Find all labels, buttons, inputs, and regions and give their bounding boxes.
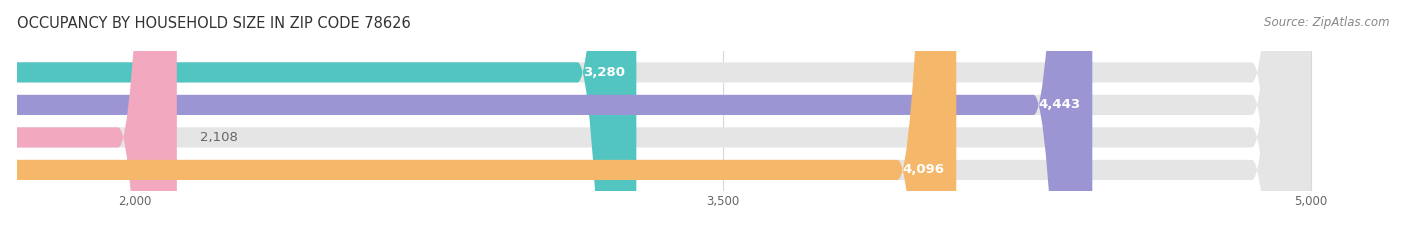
FancyBboxPatch shape — [0, 0, 1310, 233]
Text: 4,096: 4,096 — [903, 163, 945, 176]
FancyBboxPatch shape — [0, 0, 637, 233]
FancyBboxPatch shape — [0, 0, 956, 233]
Text: OCCUPANCY BY HOUSEHOLD SIZE IN ZIP CODE 78626: OCCUPANCY BY HOUSEHOLD SIZE IN ZIP CODE … — [17, 16, 411, 31]
FancyBboxPatch shape — [0, 0, 1092, 233]
FancyBboxPatch shape — [0, 0, 1310, 233]
Text: 3,280: 3,280 — [582, 66, 624, 79]
Text: 4,443: 4,443 — [1039, 98, 1081, 111]
FancyBboxPatch shape — [0, 0, 1310, 233]
FancyBboxPatch shape — [0, 0, 177, 233]
FancyBboxPatch shape — [0, 0, 1310, 233]
Text: 2,108: 2,108 — [201, 131, 238, 144]
Text: Source: ZipAtlas.com: Source: ZipAtlas.com — [1264, 16, 1389, 29]
